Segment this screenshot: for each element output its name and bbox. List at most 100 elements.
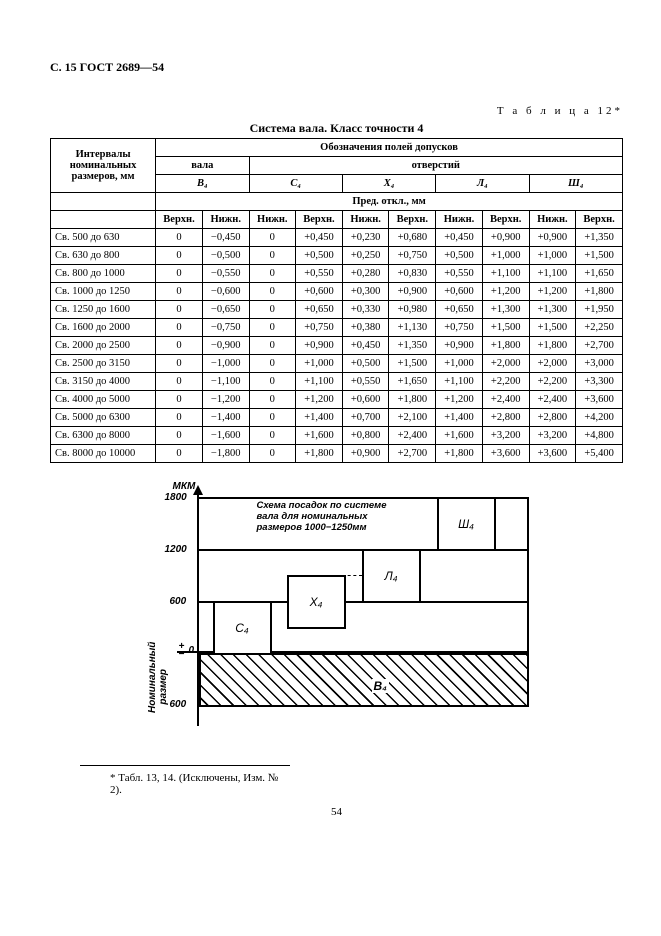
cell: 0 — [249, 337, 296, 355]
cell: 0 — [249, 301, 296, 319]
y-axis-label: Номинальный размер — [147, 642, 169, 713]
subhead-1: Нижн. — [202, 211, 249, 229]
table-row: Св. 1600 до 20000−0,7500+0,750+0,380+1,1… — [51, 319, 623, 337]
shaft-group: вала — [156, 157, 249, 175]
subhead-5: Верхн. — [389, 211, 436, 229]
table-row: Св. 1000 до 12500−0,6000+0,600+0,300+0,9… — [51, 283, 623, 301]
cell: +1,800 — [296, 445, 343, 463]
cell: +3,200 — [529, 427, 576, 445]
interval-l1: Интервалы — [76, 149, 131, 160]
fit-diagram: МКМ 1800 1200 600 +− 0 600 Схема посадок… — [137, 481, 537, 751]
interval-label: Св. 2500 до 3150 — [51, 355, 156, 373]
cell: +3,300 — [576, 373, 623, 391]
cell: −0,750 — [202, 319, 249, 337]
cell: 0 — [156, 373, 203, 391]
cell: +2,800 — [529, 409, 576, 427]
cell: +1,100 — [482, 265, 529, 283]
sym-x: Х₄ — [342, 175, 435, 193]
cell: +1,400 — [296, 409, 343, 427]
table-row: Св. 3150 до 40000−1,1000+1,100+0,550+1,6… — [51, 373, 623, 391]
cell: +1,000 — [436, 355, 483, 373]
subhead-2: Нижн. — [249, 211, 296, 229]
cell: +1,950 — [576, 301, 623, 319]
interval-label: Св. 1000 до 1250 — [51, 283, 156, 301]
box-l: Л₄ — [362, 549, 421, 603]
table-row: Св. 630 до 8000−0,5000+0,500+0,250+0,750… — [51, 247, 623, 265]
interval-label: Св. 2000 до 2500 — [51, 337, 156, 355]
cell: −0,600 — [202, 283, 249, 301]
cell: 0 — [249, 445, 296, 463]
cell: 0 — [156, 427, 203, 445]
cell: +0,680 — [389, 229, 436, 247]
cell: 0 — [156, 283, 203, 301]
cell: +0,600 — [342, 391, 389, 409]
cell: +1,200 — [296, 391, 343, 409]
table-row: Св. 2000 до 25000−0,9000+0,900+0,450+1,3… — [51, 337, 623, 355]
box-v-hatch — [199, 653, 529, 707]
cell: +1,300 — [529, 301, 576, 319]
subhead-0: Верхн. — [156, 211, 203, 229]
cell: 0 — [249, 373, 296, 391]
cell: +3,000 — [576, 355, 623, 373]
cell: +0,280 — [342, 265, 389, 283]
cell: −1,000 — [202, 355, 249, 373]
cell: +2,250 — [576, 319, 623, 337]
interval-l2: номинальных — [70, 160, 137, 171]
cell: 0 — [249, 265, 296, 283]
cell: +0,600 — [436, 283, 483, 301]
cell: +1,000 — [482, 247, 529, 265]
cell: +1,650 — [576, 265, 623, 283]
subhead-7: Верхн. — [482, 211, 529, 229]
cell: +0,500 — [296, 247, 343, 265]
cell: −0,650 — [202, 301, 249, 319]
cell: +0,550 — [436, 265, 483, 283]
cell: +0,900 — [296, 337, 343, 355]
cell: +0,830 — [389, 265, 436, 283]
box-sh: Ш₄ — [437, 497, 496, 551]
ytick-600: 600 — [170, 596, 187, 607]
cell: 0 — [249, 355, 296, 373]
cell: +2,000 — [529, 355, 576, 373]
cell: +1,200 — [436, 391, 483, 409]
cell: +2,800 — [482, 409, 529, 427]
interval-label: Св. 5000 до 6300 — [51, 409, 156, 427]
cell: 0 — [156, 247, 203, 265]
cell: +2,400 — [482, 391, 529, 409]
cell: +0,300 — [342, 283, 389, 301]
cell: 0 — [249, 247, 296, 265]
cell: +0,450 — [342, 337, 389, 355]
cell: +0,750 — [296, 319, 343, 337]
subhead-8: Нижн. — [529, 211, 576, 229]
cell: +1,500 — [529, 319, 576, 337]
interval-label: Св. 500 до 630 — [51, 229, 156, 247]
cell: +0,450 — [296, 229, 343, 247]
cell: +1,350 — [389, 337, 436, 355]
cell: +1,600 — [436, 427, 483, 445]
cell: +0,380 — [342, 319, 389, 337]
cell: +1,500 — [482, 319, 529, 337]
cell: +0,650 — [436, 301, 483, 319]
subhead-9: Верхн. — [576, 211, 623, 229]
box-x: Х₄ — [287, 575, 346, 629]
hole-group: отверстий — [249, 157, 623, 175]
table-row: Св. 2500 до 31500−1,0000+1,000+0,500+1,5… — [51, 355, 623, 373]
cell: +4,800 — [576, 427, 623, 445]
cell: +4,200 — [576, 409, 623, 427]
cell: −1,100 — [202, 373, 249, 391]
cell: +0,230 — [342, 229, 389, 247]
cell: +0,700 — [342, 409, 389, 427]
cell: +5,400 — [576, 445, 623, 463]
cell: +3,600 — [576, 391, 623, 409]
cell: +2,100 — [389, 409, 436, 427]
cell: 0 — [249, 319, 296, 337]
cell: +1,650 — [389, 373, 436, 391]
cell: +2,400 — [529, 391, 576, 409]
top-group-header: Обозначения полей допусков — [156, 139, 623, 157]
cell: +2,200 — [482, 373, 529, 391]
cell: +0,450 — [436, 229, 483, 247]
diagram-note: Схема посадок по системе вала для номина… — [257, 501, 387, 534]
deviation-header: Пред. откл., мм — [156, 193, 623, 211]
cell: +0,900 — [482, 229, 529, 247]
table-row: Св. 4000 до 50000−1,2000+1,200+0,600+1,8… — [51, 391, 623, 409]
page-header: С. 15 ГОСТ 2689—54 — [50, 60, 623, 75]
